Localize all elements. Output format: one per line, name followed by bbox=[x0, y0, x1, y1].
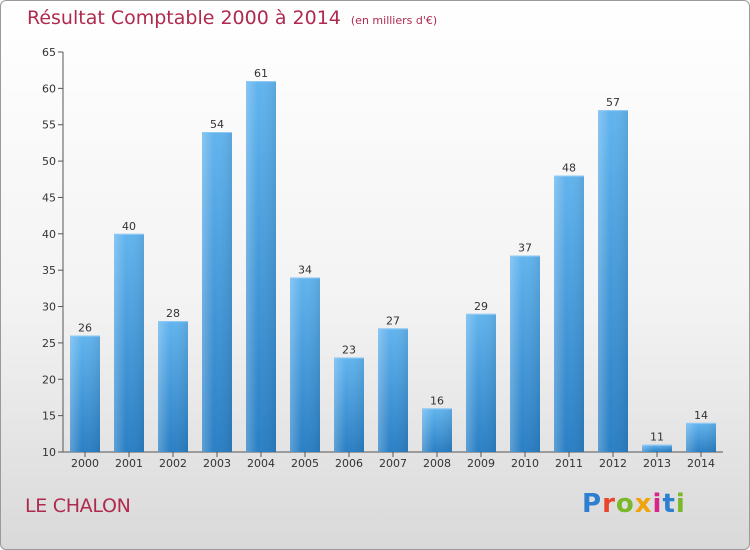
y-tick-label: 50 bbox=[42, 155, 56, 168]
data-label: 57 bbox=[606, 96, 620, 109]
bars bbox=[70, 81, 716, 453]
x-tick-label: 2003 bbox=[203, 457, 231, 470]
bar-shade bbox=[554, 175, 584, 453]
bar-shade bbox=[158, 321, 188, 452]
y-tick-label: 35 bbox=[42, 264, 56, 277]
data-label: 61 bbox=[254, 67, 268, 80]
data-label: 37 bbox=[518, 242, 532, 255]
data-label: 40 bbox=[122, 220, 136, 233]
y-tick-label: 10 bbox=[42, 446, 56, 459]
data-label: 23 bbox=[342, 343, 356, 356]
chart-subtitle: (en milliers d'€) bbox=[350, 14, 438, 27]
bar-shade bbox=[378, 328, 408, 452]
y-tick-label: 55 bbox=[42, 119, 56, 132]
bar-shade bbox=[642, 444, 672, 452]
y-tick-label: 45 bbox=[42, 191, 56, 204]
logo-letter: i bbox=[652, 489, 663, 519]
y-tick-label: 25 bbox=[42, 337, 56, 350]
bar-shade bbox=[246, 81, 276, 452]
y-tick-label: 15 bbox=[42, 410, 56, 423]
data-label: 34 bbox=[298, 263, 312, 276]
data-label: 14 bbox=[694, 409, 708, 422]
y-tick-label: 60 bbox=[42, 82, 56, 95]
logo-letter: P bbox=[582, 489, 603, 519]
x-tick-label: 2008 bbox=[423, 457, 451, 470]
logo-letter: x bbox=[634, 489, 653, 519]
bar-shade bbox=[686, 422, 716, 452]
data-label: 54 bbox=[210, 118, 224, 131]
x-tick-label: 2004 bbox=[247, 457, 275, 470]
data-label: 48 bbox=[562, 162, 576, 175]
bar-shade bbox=[290, 277, 320, 452]
y-tick-label: 20 bbox=[42, 373, 56, 386]
data-label: 11 bbox=[650, 431, 664, 444]
bar-shade bbox=[510, 255, 540, 452]
bar-shade bbox=[598, 110, 628, 452]
x-tick-label: 2002 bbox=[159, 457, 187, 470]
x-tick-label: 2000 bbox=[71, 457, 99, 470]
x-tick-label: 2009 bbox=[467, 457, 495, 470]
x-tick-label: 2001 bbox=[115, 457, 143, 470]
x-tick-label: 2006 bbox=[335, 457, 363, 470]
x-tick-label: 2005 bbox=[291, 457, 319, 470]
data-label: 29 bbox=[474, 300, 488, 313]
logo-letter: o bbox=[615, 489, 635, 519]
data-label: 26 bbox=[78, 322, 92, 335]
bar-shade bbox=[202, 132, 232, 452]
x-tick-label: 2010 bbox=[511, 457, 539, 470]
logo-letter: i bbox=[675, 489, 686, 519]
bar-shade bbox=[334, 357, 364, 452]
data-label: 16 bbox=[430, 394, 444, 407]
chart-title: Résultat Comptable 2000 à 2014 (en millie… bbox=[27, 7, 437, 29]
bar-shade bbox=[114, 233, 144, 452]
y-tick-label: 65 bbox=[42, 46, 56, 59]
data-label: 28 bbox=[166, 307, 180, 320]
bar-shade bbox=[70, 335, 100, 452]
x-tick-label: 2011 bbox=[555, 457, 583, 470]
x-tick-label: 2013 bbox=[643, 457, 671, 470]
logo-letter: t bbox=[662, 489, 676, 519]
town-name: LE CHALON bbox=[25, 495, 131, 517]
y-tick-label: 40 bbox=[42, 228, 56, 241]
logo-letter: r bbox=[602, 489, 616, 519]
chart-title-text: Résultat Comptable 2000 à 2014 bbox=[27, 7, 341, 29]
y-tick-label: 30 bbox=[42, 301, 56, 314]
x-tick-label: 2014 bbox=[687, 457, 715, 470]
bar-shade bbox=[422, 408, 452, 452]
proxiti-logo: Proxiti bbox=[582, 489, 686, 519]
data-label: 27 bbox=[386, 314, 400, 327]
bar-shade bbox=[466, 313, 496, 452]
x-tick-label: 2007 bbox=[379, 457, 407, 470]
x-tick-label: 2012 bbox=[599, 457, 627, 470]
value-labels: 26 40 28 54 61 34 23 27 16 29 37 48 57 11 14 bbox=[78, 67, 708, 444]
